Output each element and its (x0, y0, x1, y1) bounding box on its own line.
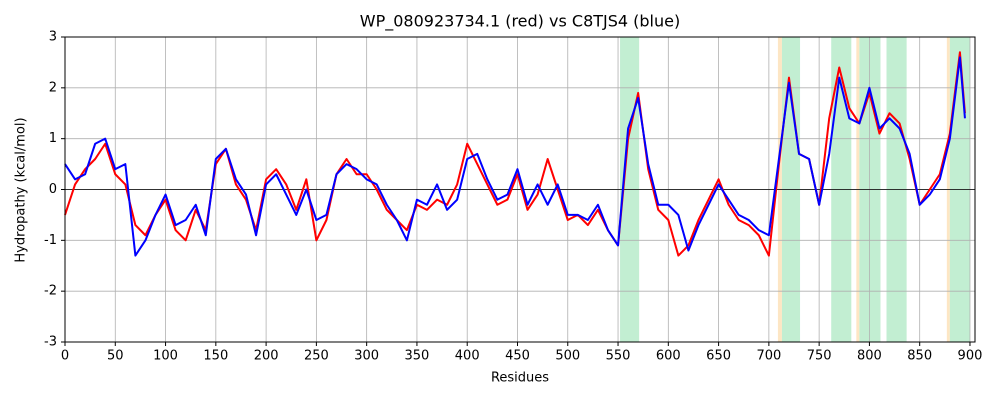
x-tick-label: 100 (153, 349, 178, 364)
y-tick-label: 1 (49, 131, 57, 146)
x-tick-label: 200 (254, 349, 279, 364)
x-tick-label: 350 (405, 349, 430, 364)
x-tick-label: 250 (304, 349, 329, 364)
x-tick-label: 50 (107, 349, 124, 364)
x-tick-label: 700 (756, 349, 781, 364)
y-tick-label: 0 (49, 182, 57, 197)
x-tick-label: 900 (958, 349, 983, 364)
y-tick-label: -3 (44, 335, 57, 350)
y-tick-label: 3 (49, 30, 57, 45)
x-tick-label: 300 (354, 349, 379, 364)
chart-title: WP_080923734.1 (red) vs C8TJS4 (blue) (360, 12, 680, 32)
x-tick-label: 650 (706, 349, 731, 364)
x-tick-label: 150 (203, 349, 228, 364)
x-tick-label: 400 (455, 349, 480, 364)
x-tick-label: 0 (61, 349, 69, 364)
x-tick-label: 750 (807, 349, 832, 364)
x-tick-label: 550 (606, 349, 631, 364)
x-tick-label: 800 (857, 349, 882, 364)
y-axis-label: Hydropathy (kcal/mol) (14, 117, 29, 262)
plot-frame (64, 36, 976, 343)
x-tick-label: 450 (505, 349, 530, 364)
y-tick-label: -2 (44, 284, 57, 299)
x-tick-label: 850 (907, 349, 932, 364)
y-tick-label: -1 (44, 233, 57, 248)
x-tick-label: 600 (656, 349, 681, 364)
series-line (64, 56, 966, 257)
x-axis-label: Residues (491, 371, 549, 386)
x-tick-label: 500 (555, 349, 580, 364)
y-tick-label: 2 (49, 80, 57, 95)
